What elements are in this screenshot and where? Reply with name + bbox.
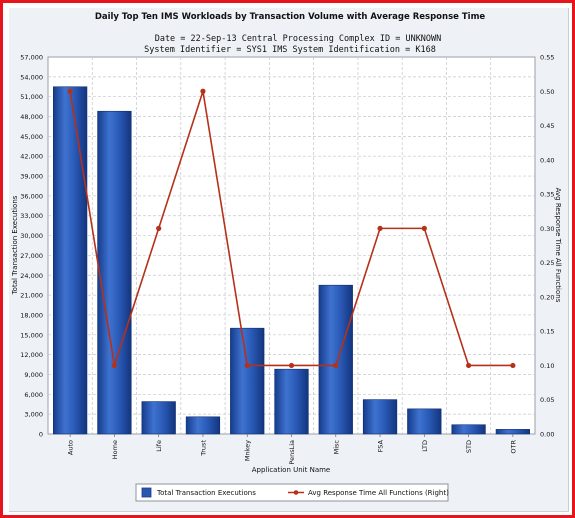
bar[interactable]	[318, 284, 353, 435]
y-right-tick-label: 0.30	[540, 225, 554, 233]
chart-subtitle-2: System Identifier = SYS1 IMS System Iden…	[144, 45, 436, 55]
line-point[interactable]	[67, 88, 73, 94]
bar[interactable]	[141, 401, 176, 435]
y-left-tick-label: 42,000	[20, 153, 43, 161]
y-left-tick-label: 15,000	[20, 331, 43, 339]
x-tick-label: PensLia	[288, 440, 296, 465]
bar[interactable]	[230, 327, 265, 435]
line-point[interactable]	[288, 362, 295, 369]
y-left-tick-label: 30,000	[20, 232, 43, 240]
line-point[interactable]	[156, 225, 162, 231]
y-left-tick-label: 51,000	[20, 93, 43, 101]
x-tick-label: Misc	[332, 440, 340, 455]
y-right-tick-label: 0.15	[540, 328, 554, 336]
y-right-tick-label: 0.10	[540, 362, 554, 370]
y-left-tick-label: 33,000	[20, 212, 43, 220]
line-point[interactable]	[510, 362, 516, 369]
left-axis-ticks: 0 3,000 6,000 9,000 12,000 15,000 18,000 21,000…	[20, 54, 43, 439]
y-left-tick-label: 54,000	[20, 73, 43, 81]
y-left-tick-label: 0	[39, 431, 43, 439]
y-left-tick-label: 24,000	[20, 272, 43, 280]
y-left-tick-label: 21,000	[20, 292, 43, 300]
y-right-tick-label: 0.50	[540, 88, 554, 96]
line-point[interactable]	[421, 225, 427, 231]
y-axis-left-label: Total Transaction Executions	[11, 195, 19, 295]
x-axis-ticks: Auto Home Life Trust Mnkey PensLia Misc FSA LTD S…	[67, 434, 517, 465]
chart-subtitle-1: Date = 22-Sep-13 Central Processing Comp…	[155, 34, 442, 44]
x-tick-label: Auto	[67, 440, 75, 455]
bar[interactable]	[53, 86, 88, 435]
bar[interactable]	[274, 368, 309, 435]
line-point[interactable]	[111, 362, 118, 369]
line-point[interactable]	[377, 225, 383, 231]
bar[interactable]	[495, 429, 530, 435]
y-right-tick-label: 0.35	[540, 191, 554, 199]
bar[interactable]	[185, 416, 221, 435]
legend-bar-swatch	[141, 487, 152, 498]
x-tick-label: FSA	[377, 439, 385, 452]
y-right-tick-label: 0.55	[540, 54, 554, 62]
chart-title: Daily Top Ten IMS Workloads by Transacti…	[95, 12, 486, 22]
y-left-tick-label: 36,000	[20, 192, 43, 200]
y-left-tick-label: 45,000	[20, 133, 43, 141]
y-left-tick-label: 3,000	[24, 411, 43, 419]
y-axis-right-label: Avg Response Time All Functions	[554, 188, 562, 303]
x-tick-label: Home	[111, 440, 119, 459]
line-point[interactable]	[244, 362, 250, 369]
bar[interactable]	[407, 408, 442, 435]
bar[interactable]	[451, 424, 486, 435]
line-point[interactable]	[333, 362, 339, 369]
x-tick-label: OTR	[509, 440, 517, 454]
right-axis-ticks: 0.00 0.05 0.10 0.15 0.20 0.25 0.30 0.35 0.40 0.45…	[540, 54, 554, 439]
legend-bar-label: Total Transaction Executions	[156, 489, 256, 497]
bar-series	[53, 86, 530, 435]
x-tick-label: Mnkey	[244, 440, 252, 461]
line-point[interactable]	[200, 88, 206, 94]
y-left-tick-label: 39,000	[20, 173, 43, 181]
y-left-tick-label: 57,000	[20, 54, 43, 62]
x-tick-label: STD	[465, 440, 473, 453]
y-left-tick-label: 48,000	[20, 113, 43, 121]
y-left-tick-label: 18,000	[20, 311, 43, 319]
y-left-tick-label: 6,000	[24, 391, 43, 399]
legend-line-label: Avg Response Time All Functions (Right)	[308, 489, 449, 497]
legend-line-marker	[293, 490, 299, 495]
y-left-tick-label: 27,000	[20, 252, 43, 260]
bar[interactable]	[97, 110, 132, 435]
x-axis-label: Application Unit Name	[252, 466, 330, 474]
x-tick-label: LTD	[421, 440, 429, 452]
y-left-tick-label: 12,000	[20, 351, 43, 359]
x-tick-label: Life	[155, 440, 163, 452]
y-right-tick-label: 0.25	[540, 259, 554, 267]
bar[interactable]	[362, 399, 398, 435]
line-series	[67, 88, 516, 369]
y-left-tick-label: 9,000	[24, 371, 43, 379]
y-right-tick-label: 0.05	[540, 396, 554, 404]
y-right-tick-label: 0.20	[540, 293, 554, 301]
y-right-tick-label: 0.40	[540, 156, 554, 164]
line-point[interactable]	[465, 362, 472, 369]
y-right-tick-label: 0.45	[540, 122, 554, 130]
y-right-tick-label: 0.00	[540, 431, 554, 439]
x-tick-label: Trust	[199, 440, 207, 457]
